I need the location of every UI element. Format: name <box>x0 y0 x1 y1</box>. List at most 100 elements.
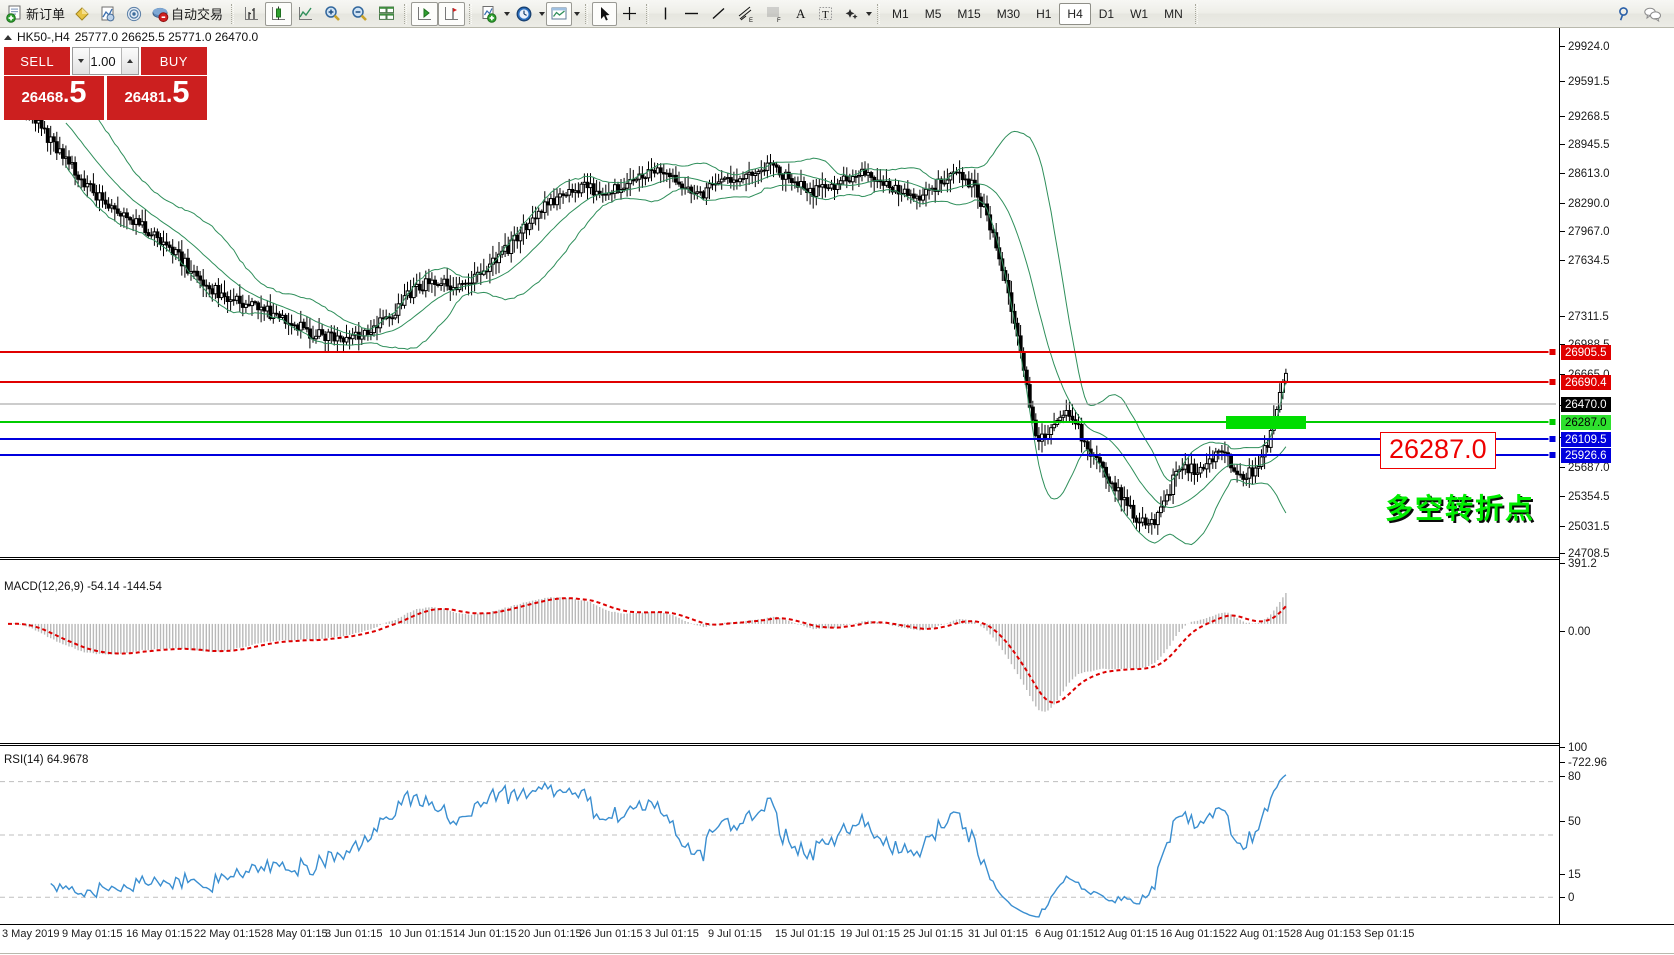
auto-scroll-icon <box>418 7 432 20</box>
fibonacci-retracement-button[interactable]: F <box>760 2 788 26</box>
price-tick-16: 24708.5 <box>1560 548 1610 560</box>
chart-window[interactable]: HK50-,H4 25777.0 26625.5 25771.0 26470.0… <box>0 28 1674 955</box>
timeframe-w1[interactable]: W1 <box>1130 6 1149 21</box>
volume-stepper[interactable]: 1.00 <box>72 47 139 75</box>
sell-price[interactable]: 26468 . 5 <box>4 76 104 120</box>
shapes-icon <box>845 8 858 19</box>
diamond-icon <box>75 6 89 21</box>
current-price-line-label[interactable]: 26470.0 <box>1561 397 1611 412</box>
autotrading-button[interactable]: 自动交易 <box>147 2 227 26</box>
ohlc-readout: 25777.0 26625.5 25771.0 26470.0 <box>74 30 259 44</box>
signals-button[interactable] <box>121 2 147 26</box>
vertical-line-button[interactable] <box>653 2 678 26</box>
price-callout-box[interactable]: 26287.0 <box>1380 432 1496 469</box>
timeframe-m30[interactable]: M30 <box>996 6 1021 21</box>
toolbar-separator <box>585 3 589 24</box>
shapes-button[interactable] <box>838 2 864 26</box>
buy-price[interactable]: 26481 . 5 <box>107 76 207 120</box>
turning-point-note[interactable]: 多空转折点 <box>1385 492 1536 525</box>
sell-price-decimal: 5 <box>69 74 87 109</box>
timeframe-h1[interactable]: H1 <box>1036 6 1052 21</box>
rsi-panel-top-border <box>0 743 1560 744</box>
support-line-2-label[interactable]: 25926.6 <box>1561 448 1611 463</box>
search-button[interactable] <box>1612 2 1638 26</box>
periods-button[interactable] <box>511 2 537 26</box>
price-scale-divider <box>1559 28 1560 924</box>
sell-price-integer: 26468 <box>21 89 64 106</box>
time-tick-7: 14 Jun 01:15 <box>453 928 517 940</box>
expert-advisors-button[interactable] <box>69 2 95 26</box>
trendline-button[interactable] <box>705 2 732 26</box>
macd-panel[interactable] <box>0 560 1560 742</box>
templates-button[interactable] <box>546 1 573 26</box>
comments-button[interactable] <box>1638 2 1666 26</box>
toolbar-separator <box>877 3 881 24</box>
line-chart-button[interactable] <box>292 2 319 26</box>
time-tick-16: 6 Aug 01:15 <box>1035 928 1094 940</box>
price-panel[interactable] <box>0 28 1560 556</box>
toolbar-separator <box>646 3 650 24</box>
equidistant-channel-button[interactable]: E <box>732 2 760 26</box>
zoom-in-button[interactable] <box>319 2 346 26</box>
text-button[interactable]: A <box>788 2 813 26</box>
cursor-button[interactable] <box>592 1 618 26</box>
timeframe-m5[interactable]: M5 <box>924 6 942 21</box>
price-tick-6: 27967.0 <box>1560 226 1610 238</box>
fibonacci-icon: F <box>767 7 781 23</box>
buy-button[interactable]: BUY <box>140 47 207 75</box>
time-tick-11: 9 Jul 01:15 <box>708 928 762 940</box>
sell-button[interactable]: SELL <box>4 47 71 75</box>
price-tick-4: 28613.0 <box>1560 168 1610 180</box>
search-icon <box>1619 6 1628 20</box>
time-tick-8: 20 Jun 01:15 <box>518 928 582 940</box>
rsi-panel[interactable] <box>0 746 1560 924</box>
price-tick-8: 27311.5 <box>1560 311 1609 323</box>
time-tick-2: 16 May 01:15 <box>126 928 193 940</box>
macd-tick-0: 391.2 <box>1560 558 1597 570</box>
new-order-button[interactable]: 新订单 <box>2 2 69 26</box>
pivot-line-label[interactable]: 26287.0 <box>1561 415 1611 430</box>
timeframe-d1[interactable]: D1 <box>1098 6 1115 21</box>
time-tick-6: 10 Jun 01:15 <box>389 928 453 940</box>
price-scale[interactable]: 29924.0 29591.5 29268.5 28945.5 28613.0 28290… <box>1560 28 1674 955</box>
timeframe-m15[interactable]: M15 <box>957 6 981 21</box>
collapse-arrow-icon[interactable] <box>4 34 12 40</box>
horizontal-line-button[interactable] <box>678 2 705 26</box>
auto-scroll-button[interactable] <box>411 1 439 26</box>
tile-windows-button[interactable] <box>373 2 400 26</box>
time-tick-3: 22 May 01:15 <box>194 928 261 940</box>
time-axis-top-rule <box>0 924 1674 925</box>
indicators-button[interactable] <box>476 2 502 26</box>
shapes-dropdown-caret[interactable] <box>864 0 873 27</box>
chart-shift-button[interactable] <box>438 1 466 26</box>
volume-increase-icon[interactable] <box>120 48 138 74</box>
indicators-dropdown-caret[interactable] <box>502 0 511 27</box>
text-label-button[interactable]: T <box>813 2 838 26</box>
resistance-line-2-label[interactable]: 26690.4 <box>1561 375 1611 390</box>
timeframe-h4[interactable]: H4 <box>1059 2 1091 25</box>
volume-decrease-icon[interactable] <box>73 48 91 74</box>
data-window-button[interactable] <box>95 2 121 26</box>
zoom-out-button[interactable] <box>346 2 373 26</box>
buy-price-integer: 26481 <box>124 89 167 106</box>
toolbar-separator <box>469 3 473 24</box>
macd-panel-top-border <box>0 557 1560 558</box>
bar-chart-button[interactable] <box>238 2 265 26</box>
time-tick-13: 19 Jul 01:15 <box>840 928 900 940</box>
time-tick-4: 28 May 01:15 <box>261 928 328 940</box>
resistance-line-1-label[interactable]: 26905.5 <box>1561 345 1611 360</box>
support-line-1-label[interactable]: 26109.5 <box>1561 432 1611 447</box>
one-click-trading-top-row: SELL 1.00 BUY <box>4 47 207 75</box>
timeframe-m1[interactable]: M1 <box>892 6 909 21</box>
text-icon: A <box>796 6 806 21</box>
volume-value[interactable]: 1.00 <box>90 53 116 69</box>
timeframe-mn[interactable]: MN <box>1164 6 1183 21</box>
candlestick-chart-button[interactable] <box>265 1 293 26</box>
sell-price-separator: . <box>63 82 70 107</box>
periods-dropdown-caret[interactable] <box>537 0 546 27</box>
templates-icon <box>551 7 567 19</box>
time-axis[interactable]: 3 May 2019 9 May 01:15 16 May 01:15 22 May … <box>0 924 1674 955</box>
templates-dropdown-caret[interactable] <box>572 0 581 27</box>
crosshair-button[interactable] <box>617 2 642 26</box>
text-label-icon: T <box>819 7 833 21</box>
